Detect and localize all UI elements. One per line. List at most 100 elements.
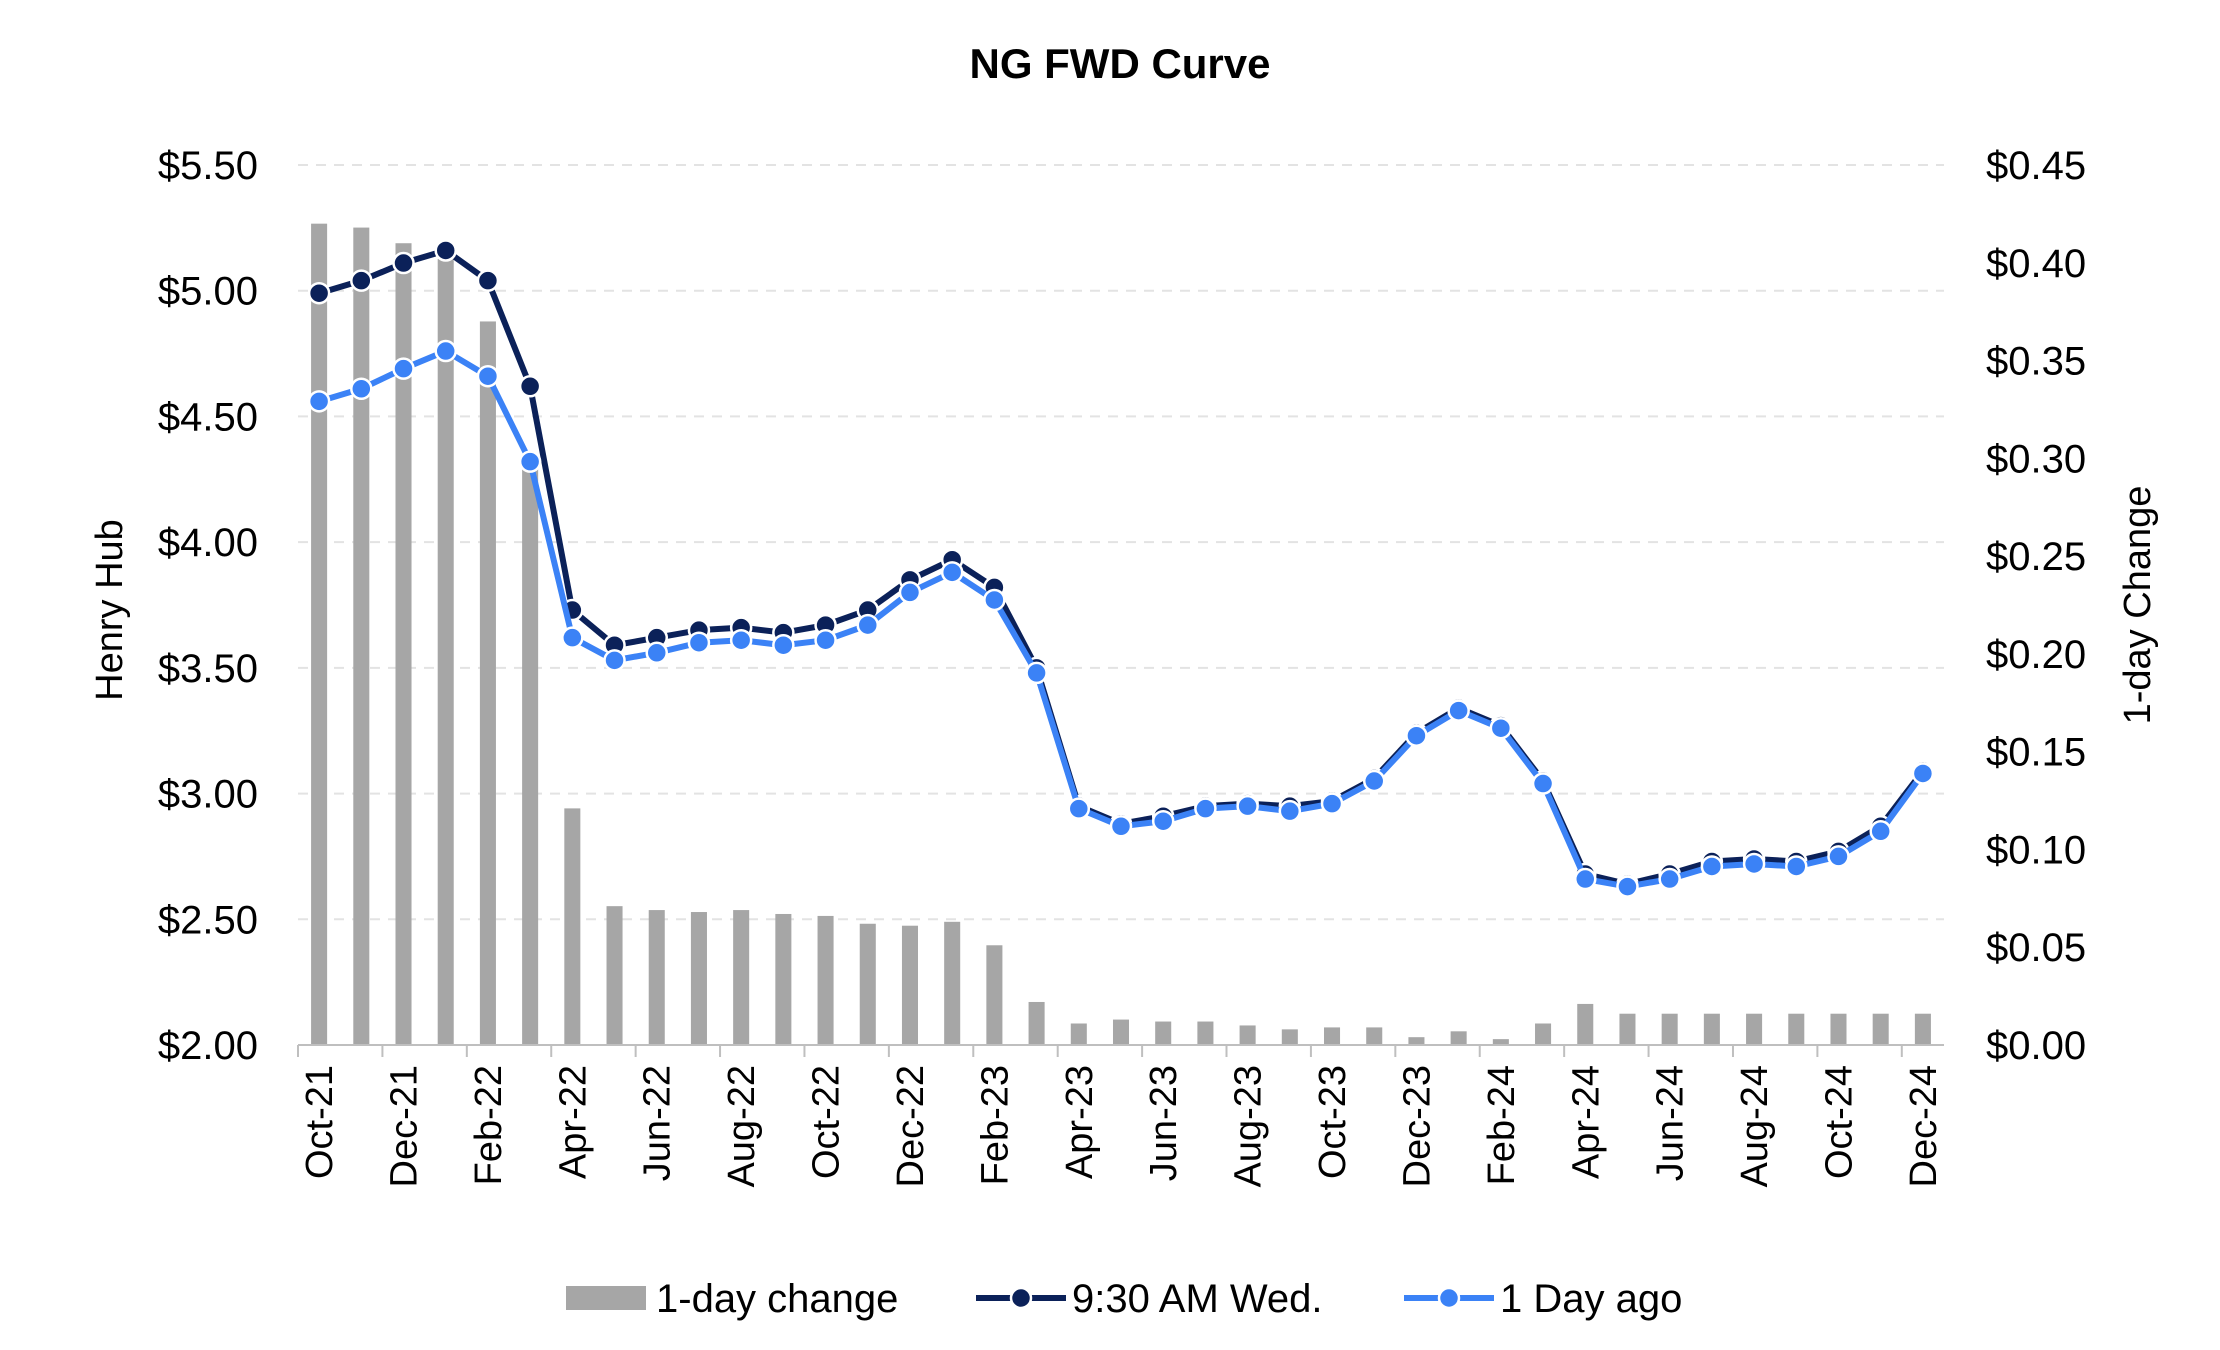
left-tick-label: $5.50 (158, 144, 258, 188)
point-Nov-21 (350, 269, 373, 292)
right-tick-label: $0.35 (1986, 340, 2086, 384)
bar-Oct-21 (311, 223, 328, 1045)
point-Jan-22 (434, 339, 457, 363)
bar-Jan-23 (944, 921, 961, 1045)
gridlines (298, 164, 1944, 921)
x-tick-label: Feb-22 (468, 1065, 510, 1185)
point-Jan-22 (434, 239, 457, 262)
legend-swatch-marker (1437, 1286, 1461, 1310)
bar-Aug-23 (1239, 1025, 1256, 1045)
bar-Apr-24 (1577, 1003, 1594, 1045)
point-Nov-24 (1869, 820, 1892, 843)
bar-Mar-23 (1028, 1001, 1045, 1045)
bar-Nov-21 (353, 227, 370, 1046)
bar-Jun-24 (1661, 1013, 1678, 1045)
bar-Mar-22 (522, 458, 539, 1045)
x-tick-label: Apr-24 (1565, 1065, 1607, 1179)
point-Apr-23 (1067, 797, 1091, 820)
bar-Nov-22 (859, 923, 876, 1045)
right-tick-label: $0.10 (1986, 828, 2086, 872)
bar-Feb-24 (1492, 1039, 1509, 1045)
point-Oct-23 (1320, 792, 1344, 815)
x-tick-label: Aug-22 (721, 1065, 763, 1188)
bar-Nov-24 (1872, 1013, 1889, 1045)
point-Mar-22 (518, 375, 542, 398)
point-Feb-23 (983, 588, 1006, 612)
point-Oct-24 (1827, 845, 1850, 868)
x-tick-label: Dec-21 (384, 1065, 426, 1188)
x-tick-label: Oct-23 (1312, 1065, 1354, 1179)
x-tick-label: Jun-23 (1143, 1065, 1185, 1181)
bar-Jan-22 (437, 258, 454, 1045)
point-Nov-21 (350, 377, 373, 401)
point-Jun-23 (1151, 809, 1175, 833)
bar-Oct-24 (1830, 1013, 1847, 1045)
bar-Jun-23 (1155, 1021, 1172, 1045)
point-May-24 (1616, 875, 1639, 898)
point-Jul-24 (1700, 855, 1724, 878)
legend-swatch-marker (1009, 1286, 1033, 1310)
legend-label: 1 Day ago (1500, 1277, 1682, 1321)
bar-Feb-23 (986, 945, 1003, 1045)
point-Feb-24 (1489, 716, 1513, 740)
bar-Dec-22 (901, 925, 918, 1045)
legend-item: 9:30 AM Wed. (976, 1277, 1323, 1321)
point-Dec-23 (1405, 724, 1428, 747)
x-tick-label: Feb-24 (1481, 1065, 1523, 1185)
left-tick-label: $4.50 (158, 395, 258, 439)
point-Feb-22 (476, 269, 500, 292)
right-tick-label: $0.15 (1986, 731, 2086, 775)
x-tick-label: Jun-22 (637, 1065, 679, 1181)
series-line (318, 348, 1926, 890)
axes (297, 1044, 1944, 1057)
point-Oct-22 (814, 628, 837, 652)
point-May-23 (1109, 815, 1133, 838)
left-axis-label: Henry Hub (89, 519, 131, 701)
bar-Dec-24 (1914, 1013, 1931, 1045)
x-tick-label: Apr-23 (1059, 1065, 1101, 1179)
bar-May-22 (606, 906, 623, 1045)
legend: 1-day change 9:30 AM Wed. 1 Day ago (566, 1277, 1682, 1321)
right-tick-label: $0.40 (1986, 242, 2086, 286)
x-tick-label: Oct-21 (299, 1065, 341, 1179)
bar-series-1-day-change (311, 223, 1931, 1046)
x-tick-label: Apr-22 (552, 1065, 594, 1179)
x-tick-label: Jun-24 (1650, 1065, 1692, 1181)
point-Jul-23 (1194, 797, 1217, 820)
left-tick-label: $4.00 (158, 521, 258, 565)
point-Aug-23 (1236, 794, 1259, 818)
right-tick-label: $0.25 (1986, 535, 2086, 579)
x-tick-label: Dec-23 (1396, 1065, 1438, 1188)
legend-item: 1 Day ago (1404, 1277, 1682, 1321)
point-Mar-23 (1025, 661, 1048, 685)
right-tick-label: $0.45 (1986, 144, 2086, 188)
bar-May-24 (1619, 1013, 1636, 1045)
bar-Sep-24 (1788, 1013, 1805, 1045)
point-Aug-24 (1742, 852, 1766, 876)
series-1-day-ago (307, 339, 1935, 898)
bar-May-23 (1112, 1019, 1130, 1045)
point-Jun-24 (1658, 867, 1681, 891)
x-tick-label: Dec-24 (1903, 1065, 1945, 1188)
bar-Oct-22 (817, 915, 834, 1045)
point-Dec-21 (392, 357, 415, 380)
legend-item: 1-day change (566, 1277, 898, 1321)
point-Oct-21 (307, 281, 331, 305)
series-line (318, 247, 1926, 888)
x-tick-label: Oct-22 (806, 1065, 848, 1179)
point-Feb-22 (476, 364, 500, 388)
bar-Dec-21 (395, 243, 412, 1045)
bar-Aug-24 (1746, 1013, 1763, 1045)
point-Jul-22 (687, 631, 711, 654)
bar-Apr-23 (1070, 1023, 1087, 1045)
bar-Sep-22 (775, 913, 792, 1045)
point-Jun-22 (645, 641, 668, 665)
point-May-22 (603, 649, 626, 672)
point-Oct-21 (307, 390, 331, 413)
x-tick-label: Aug-23 (1228, 1065, 1270, 1188)
point-Dec-21 (392, 251, 415, 275)
bar-Aug-22 (733, 910, 750, 1045)
point-Sep-23 (1278, 799, 1302, 823)
right-axis-label: 1-day Change (2117, 486, 2159, 725)
